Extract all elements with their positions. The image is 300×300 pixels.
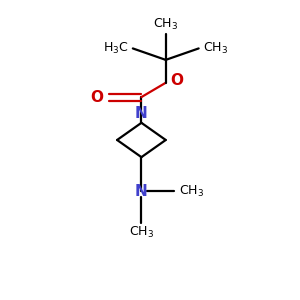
Text: H$_3$C: H$_3$C (103, 41, 128, 56)
Text: CH$_3$: CH$_3$ (153, 17, 178, 32)
Text: CH$_3$: CH$_3$ (203, 41, 228, 56)
Text: CH$_3$: CH$_3$ (178, 184, 204, 199)
Text: O: O (170, 73, 183, 88)
Text: CH$_3$: CH$_3$ (129, 225, 154, 240)
Text: N: N (135, 184, 148, 199)
Text: O: O (90, 90, 104, 105)
Text: N: N (135, 106, 148, 122)
